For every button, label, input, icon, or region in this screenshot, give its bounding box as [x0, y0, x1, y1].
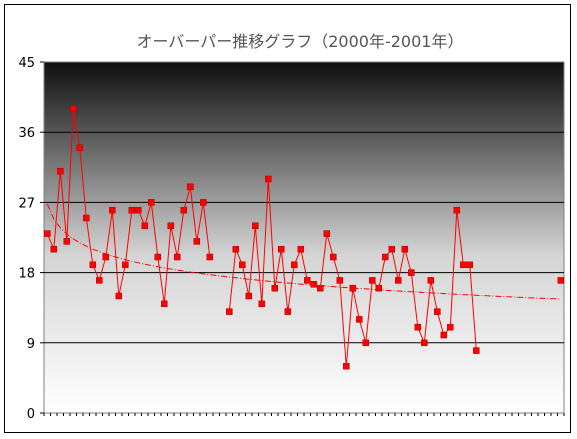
- data-point: [291, 261, 298, 269]
- data-point: [382, 253, 389, 261]
- data-point: [453, 206, 461, 214]
- data-point: [122, 261, 129, 269]
- data-point: [278, 245, 285, 253]
- data-point: [96, 277, 103, 284]
- data-point: [330, 253, 337, 261]
- data-point: [70, 105, 77, 113]
- data-point: [206, 253, 214, 261]
- y-tick-label: 0: [27, 407, 35, 422]
- series-line: [46, 108, 211, 304]
- data-point: [109, 206, 116, 214]
- data-point: [128, 206, 136, 214]
- data-point: [271, 284, 279, 292]
- data-point: [154, 253, 162, 261]
- data-point: [44, 230, 51, 237]
- data-point: [258, 300, 266, 308]
- data-point: [317, 284, 324, 292]
- data-point: [408, 269, 415, 276]
- data-point: [349, 284, 357, 292]
- y-tick-label: 36: [18, 126, 35, 141]
- data-point: [427, 277, 435, 284]
- data-point: [297, 245, 305, 253]
- data-point: [187, 183, 194, 191]
- data-point: [557, 277, 565, 284]
- data-point: [421, 339, 428, 347]
- data-point: [180, 206, 188, 214]
- data-point: [284, 308, 292, 315]
- data-point: [369, 277, 376, 284]
- data-point: [135, 206, 142, 214]
- y-tick-label: 9: [27, 337, 35, 352]
- data-point: [362, 339, 370, 347]
- data-point: [57, 167, 64, 175]
- data-point: [226, 308, 233, 315]
- data-point: [473, 347, 480, 354]
- data-point: [193, 238, 201, 245]
- data-point: [460, 261, 467, 269]
- data-point: [89, 261, 97, 269]
- data-point: [239, 261, 246, 269]
- data-point: [323, 230, 331, 237]
- data-point: [375, 284, 383, 292]
- data-point: [115, 292, 123, 300]
- data-point: [76, 144, 84, 152]
- data-point: [83, 214, 90, 222]
- data-point: [434, 308, 441, 315]
- data-point: [245, 292, 253, 300]
- data-point: [102, 253, 110, 261]
- data-point: [395, 277, 402, 284]
- data-point: [310, 281, 318, 288]
- data-point: [148, 199, 155, 206]
- data-point: [304, 277, 311, 284]
- data-point: [200, 199, 207, 206]
- data-point: [356, 316, 363, 323]
- data-point: [252, 222, 259, 230]
- data-point: [336, 277, 344, 284]
- y-tick-label: 18: [18, 267, 35, 282]
- data-point: [141, 222, 149, 230]
- y-tick-label: 45: [18, 56, 35, 71]
- data-point: [50, 245, 58, 253]
- trendline: [46, 203, 561, 300]
- data-point: [232, 245, 240, 253]
- data-point: [161, 300, 168, 308]
- data-point: [440, 331, 448, 339]
- data-point: [401, 245, 409, 253]
- data-point: [343, 362, 350, 370]
- data-point: [414, 323, 422, 331]
- data-point: [466, 261, 474, 269]
- y-tick-label: 27: [18, 196, 35, 211]
- data-point: [447, 323, 454, 331]
- data-point: [388, 245, 396, 253]
- data-point: [63, 238, 71, 245]
- data-point: [167, 222, 175, 230]
- chart-title: オーバーパー推移グラフ（2000年-2001年）: [137, 32, 464, 51]
- data-point: [174, 253, 181, 261]
- data-point: [265, 175, 272, 183]
- plot-area: [43, 61, 565, 414]
